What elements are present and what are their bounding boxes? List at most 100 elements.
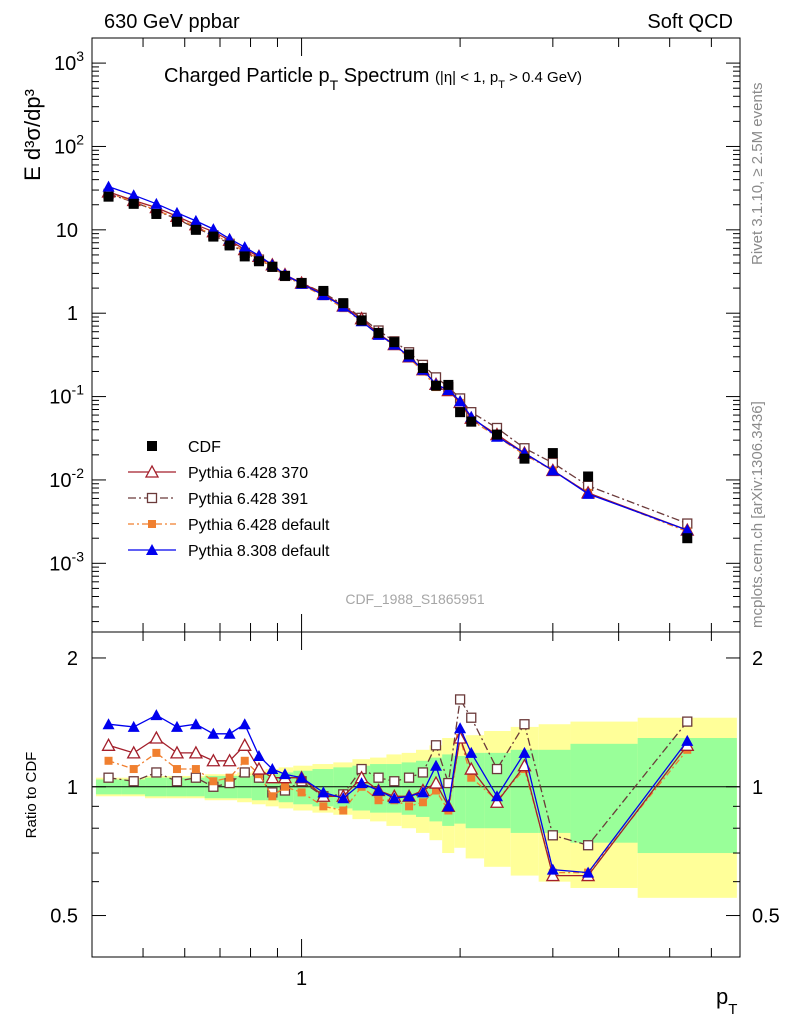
ratio-point-pythia-6-428-default	[268, 792, 277, 801]
ratio-point-pythia-8-308-default	[207, 727, 220, 739]
x-axis: 1	[91, 38, 712, 990]
data-point-cdf	[296, 278, 307, 289]
y-tick-label: 102	[54, 131, 84, 158]
header-right-label: Soft QCD	[647, 11, 733, 33]
ratio-line-pythia-6-428-391	[108, 697, 688, 846]
ratio-point-pythia-6-428-370	[126, 745, 141, 759]
analysis-id-label: CDF_1988_S1865951	[345, 591, 485, 607]
data-point-cdf	[389, 337, 400, 348]
ratio-point-pythia-6-428-391	[491, 763, 503, 775]
ratio-line-pythia-6-428-default	[108, 737, 688, 874]
data-point-cdf	[583, 471, 594, 482]
data-point-pythia-8-308-default	[546, 464, 559, 476]
ratio-point-pythia-6-428-default	[467, 773, 476, 782]
ratio-point-pythia-8-308-default	[518, 746, 531, 758]
ratio-point-pythia-8-308-default	[266, 763, 279, 775]
ratio-y-axis: 0.5 0.5 1 1 2 2	[50, 648, 780, 958]
ratio-line-pythia-6-428-370	[108, 735, 688, 877]
data-point-cdf	[443, 379, 454, 390]
data-point-cdf	[455, 407, 466, 418]
legend-label-cdf: CDF	[188, 439, 221, 456]
ratio-point-pythia-6-428-default	[152, 748, 161, 757]
data-point-cdf	[224, 240, 235, 251]
ratio-panel: 0.5 0.5 1 1 2 2 1	[50, 38, 780, 990]
legend-marker-pythia-6-428-391	[146, 492, 158, 504]
ratio-point-pythia-8-308-default	[681, 734, 694, 746]
data-point-pythia-8-308-default	[102, 180, 115, 192]
ratio-inner-band	[570, 743, 638, 843]
ratio-point-pythia-6-428-391	[519, 719, 530, 730]
ratio-point-pythia-6-428-default	[225, 773, 234, 782]
ratio-point-pythia-6-428-default	[172, 765, 181, 774]
ratio-point-pythia-6-428-370	[489, 794, 505, 808]
legend-label-pythia-6-428-391: Pythia 6.428 391	[188, 491, 308, 508]
legend-marker-pythia-6-428-370	[144, 464, 160, 478]
series-line-pythia-8-308-default	[108, 185, 688, 531]
data-point-pythia-8-308-default	[238, 241, 251, 253]
ratio-point-pythia-6-428-default	[418, 798, 427, 807]
y-tick-label: 1	[67, 303, 78, 325]
ratio-y-tick-label-right: 0.5	[752, 906, 780, 928]
ratio-point-pythia-8-308-default	[278, 768, 291, 780]
series-line-pythia-6-428-391	[108, 193, 688, 525]
ratio-point-pythia-8-308-default	[295, 771, 308, 783]
ratio-point-pythia-8-308-default	[454, 722, 467, 734]
ratio-point-pythia-6-428-default	[240, 756, 249, 765]
ratio-point-pythia-8-308-default	[170, 720, 183, 732]
mcplots-label: mcplots.cern.ch [arXiv:1306.3436]	[749, 401, 766, 628]
ratio-point-pythia-6-428-370	[169, 745, 185, 759]
rivet-version-label: Rivet 3.1.10, ≥ 2.5M events	[749, 83, 766, 266]
ratio-point-pythia-8-308-default	[430, 759, 443, 771]
y-tick-label: 10-2	[49, 465, 84, 492]
ratio-inner-band	[465, 752, 485, 829]
ratio-y-axis-label: Ratio to CDF	[23, 752, 40, 839]
data-point-pythia-8-308-default	[170, 206, 183, 218]
ratio-point-pythia-6-428-default	[319, 802, 328, 811]
ratio-point-pythia-6-428-391	[454, 694, 466, 705]
ratio-point-pythia-6-428-370	[464, 761, 479, 775]
ratio-point-pythia-8-308-default	[372, 784, 385, 796]
ratio-point-pythia-6-428-default	[297, 788, 306, 797]
data-point-pythia-8-308-default	[582, 487, 595, 499]
ratio-point-pythia-8-308-default	[223, 727, 236, 739]
ratio-point-pythia-6-428-370	[265, 770, 280, 784]
ratio-point-pythia-6-428-370	[545, 868, 560, 882]
data-point-cdf	[431, 380, 442, 391]
data-point-cdf	[519, 453, 530, 464]
ratio-point-pythia-8-308-default	[317, 786, 330, 798]
data-point-cdf	[253, 256, 264, 267]
ratio-inner-band	[637, 738, 737, 854]
series-line-pythia-6-428-default	[108, 192, 688, 533]
ratio-point-pythia-6-428-391	[103, 772, 114, 783]
y-tick-label: 10-3	[49, 548, 84, 575]
legend-marker-cdf	[147, 441, 157, 451]
ratio-point-pythia-6-428-default	[129, 765, 138, 774]
data-point-cdf	[338, 298, 349, 309]
ratio-point-pythia-6-428-370	[206, 753, 221, 767]
ratio-point-pythia-6-428-391	[373, 772, 384, 783]
ratio-y-tick-label-left: 1	[67, 777, 78, 799]
ratio-point-pythia-6-428-370	[101, 737, 116, 751]
data-point-pythia-8-308-default	[454, 395, 467, 407]
header-left-label: 630 GeV ppbar	[104, 11, 240, 33]
data-point-pythia-8-308-default	[150, 197, 163, 209]
ratio-point-pythia-8-308-default	[337, 792, 350, 804]
data-point-cdf	[267, 261, 278, 272]
legend-label-pythia-6-428-default: Pythia 6.428 default	[188, 517, 330, 534]
x-axis-label-subscript: T	[728, 1001, 737, 1018]
data-point-pythia-8-308-default	[681, 524, 694, 536]
ratio-point-pythia-6-428-370	[222, 753, 237, 767]
ratio-point-pythia-6-428-370	[453, 730, 468, 744]
data-point-cdf	[682, 533, 693, 544]
ratio-point-pythia-8-308-default	[416, 786, 429, 798]
ratio-point-pythia-6-428-391	[128, 776, 139, 787]
data-point-cdf	[151, 208, 162, 219]
data-point-pythia-8-308-default	[207, 223, 220, 235]
ratio-point-pythia-6-428-default	[405, 802, 414, 811]
data-point-cdf	[373, 327, 384, 338]
ratio-point-pythia-6-428-default	[339, 806, 348, 815]
ratio-point-pythia-8-308-default	[582, 866, 595, 878]
ratio-point-pythia-6-428-391	[239, 767, 250, 778]
data-point-cdf	[318, 285, 329, 296]
ratio-point-pythia-6-428-370	[237, 737, 252, 751]
